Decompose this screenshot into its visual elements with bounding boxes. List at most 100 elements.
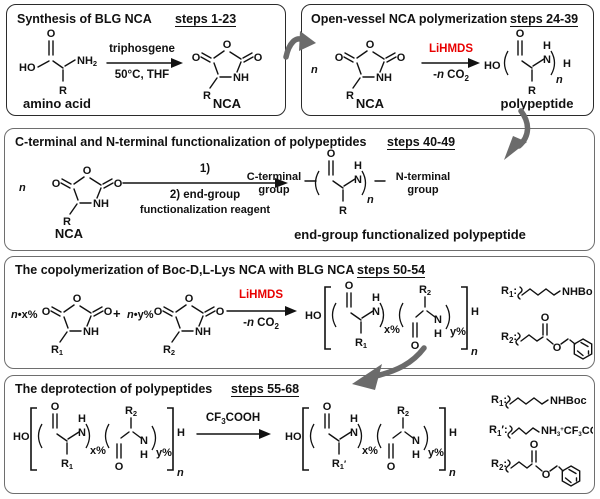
end-h: H <box>449 427 457 439</box>
open-bracket <box>302 407 309 471</box>
panel3-structures: n R O R N H <box>19 148 386 228</box>
open-paren2 <box>104 423 110 449</box>
co2-byproduct: -n CO2 <box>433 69 469 83</box>
r2-key: R2: <box>491 458 508 472</box>
amino-acid-structure: HO O NH2 R <box>19 28 97 97</box>
panel1-structures: HO O NH2 R R <box>19 28 264 102</box>
r2-chain <box>510 461 533 469</box>
c-terminal-group-label: C-terminal group <box>246 171 302 196</box>
unit1-bonds <box>52 413 80 455</box>
panel2-steps: steps 24-39 <box>510 12 579 28</box>
close-paren2 <box>151 425 157 451</box>
repeat-n: n <box>556 74 563 86</box>
end-h: H <box>177 427 185 439</box>
ester-bonds <box>542 323 576 345</box>
close-paren <box>361 170 367 196</box>
unit2-nitrogen: N <box>412 435 420 447</box>
copolymer-structure: HO O R1 N H x% <box>305 280 479 358</box>
squiggle-mark <box>515 332 521 346</box>
close-paren <box>379 302 385 328</box>
unit1-nitrogen: N <box>372 306 380 318</box>
r1-label: R1 <box>51 344 63 357</box>
x-percent: x% <box>362 445 378 457</box>
r2-chain <box>520 334 544 342</box>
reaction-arrow <box>106 58 183 68</box>
panel-deprotection: HO O R1 N H x% <box>4 375 595 494</box>
unit2-r2: R2 <box>125 405 137 418</box>
end-h: H <box>471 306 479 318</box>
panel3-steps: steps 40-49 <box>387 135 456 151</box>
y-percent: y% <box>156 447 172 459</box>
ho-label: HO <box>484 60 501 72</box>
unit2-nh-h: H <box>412 449 420 461</box>
nitrogen-label: N <box>543 54 551 66</box>
n-terminal-group-label: N-terminal group <box>395 171 451 196</box>
benzene-ring <box>573 338 593 360</box>
y-percent: y% <box>450 326 466 338</box>
ester-bonds <box>531 450 564 472</box>
unit2-nitrogen: N <box>434 314 442 326</box>
r1-prime-chain <box>511 427 540 435</box>
reagent-step1: 1) <box>199 163 211 175</box>
r2-key: R2: <box>501 331 518 345</box>
nhboc-label: NHBoc <box>562 286 593 298</box>
reaction-arrow <box>122 178 288 188</box>
open-paren2 <box>376 423 382 449</box>
panel5-structures: HO O R1 N H x% <box>13 395 593 487</box>
ho-label: HO <box>285 431 302 443</box>
unit2-oxygen: O <box>115 461 124 473</box>
unit1-bonds <box>324 413 352 455</box>
unit2-nh-h: H <box>434 328 442 340</box>
panel2-title: Open-vessel NCA polymerization <box>311 12 508 26</box>
reagent-step2-line2: functionalization reagent <box>139 204 271 216</box>
r2-definition: O O <box>505 439 581 487</box>
r2-definition: O O <box>515 312 593 360</box>
r1-prime-key: R1′: <box>489 424 508 438</box>
end-h: H <box>563 58 571 70</box>
open-paren <box>37 423 43 449</box>
close-bracket <box>439 407 446 471</box>
unit-bonds <box>328 160 356 202</box>
squiggle-mark <box>505 395 511 409</box>
functionalized-polypeptide-structure: O R N H n <box>304 148 386 217</box>
repeat-n: n <box>177 467 184 479</box>
nhboc-label: NHBoc <box>550 395 587 407</box>
panel5-steps: steps 55-68 <box>231 382 300 398</box>
squiggle-mark <box>505 459 511 473</box>
unit2-nitrogen: N <box>140 435 148 447</box>
close-paren2 <box>423 425 429 451</box>
polypeptide-structure: HO O R N H n H <box>484 28 571 97</box>
reaction-arrow <box>196 429 271 439</box>
product-name: polypeptide <box>500 96 574 111</box>
ester-o: O <box>542 469 551 481</box>
unit2-oxygen: O <box>411 340 420 352</box>
unit2-r2: R2 <box>419 284 431 297</box>
open-paren <box>331 302 337 328</box>
r1-chain <box>521 288 561 296</box>
unit2-oxygen: O <box>387 461 396 473</box>
carbonyl-oxygen: O <box>516 28 525 40</box>
nca-r-substituent: R <box>346 77 361 102</box>
unit1-oxygen: O <box>345 280 354 292</box>
unit2-bonds <box>412 296 436 338</box>
panel1-title: Synthesis of BLG NCA <box>17 12 152 26</box>
product-name: NCA <box>212 96 242 111</box>
reagent-lihmds: LiHMDS <box>238 289 284 301</box>
r-group-label: R <box>203 90 211 102</box>
feed-ratio-x: n•x% <box>11 309 38 321</box>
unit1-oxygen: O <box>323 401 332 413</box>
r-group-label: R <box>528 85 536 97</box>
feed-ratio-y: n•y% <box>127 309 154 321</box>
close-paren2 <box>445 304 451 330</box>
close-bracket <box>167 407 174 471</box>
repeat-n: n <box>367 194 374 206</box>
repeat-n: n <box>471 346 478 358</box>
r1-definition: NHBoc <box>517 286 593 300</box>
polypeptide-bonds <box>517 40 545 82</box>
close-paren <box>357 423 363 449</box>
panel-synthesis-blg-nca: HO O NH2 R R Synt <box>6 4 286 116</box>
product-name: end-group functionalized polypeptide <box>294 227 526 242</box>
carbonyl-oxygen: O <box>327 148 336 160</box>
reaction-arrow <box>226 306 297 316</box>
ho-label: HO <box>19 62 36 74</box>
